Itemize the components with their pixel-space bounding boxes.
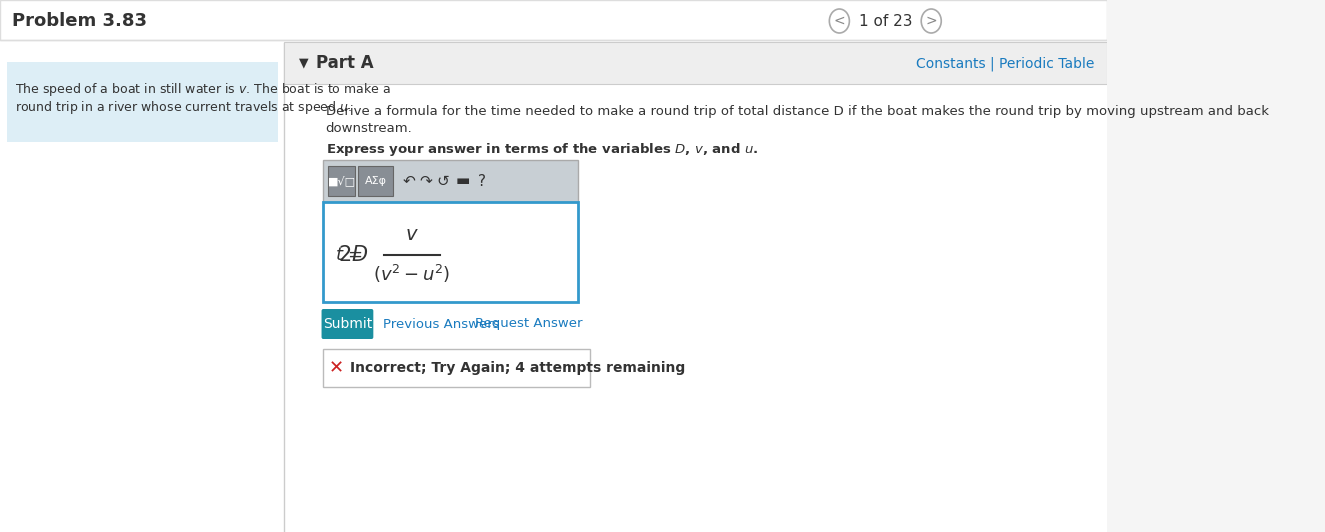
Text: 1 of 23: 1 of 23 <box>859 13 912 29</box>
Bar <box>358 166 394 196</box>
Bar <box>284 42 1106 84</box>
Text: $2D$: $2D$ <box>338 245 368 265</box>
Text: Incorrect; Try Again; 4 attempts remaining: Incorrect; Try Again; 4 attempts remaini… <box>350 361 685 375</box>
Text: ↷: ↷ <box>420 173 432 188</box>
Circle shape <box>921 9 941 33</box>
Bar <box>7 62 278 142</box>
Text: ■√□: ■√□ <box>327 176 355 186</box>
Bar <box>323 160 578 202</box>
Bar <box>323 349 591 387</box>
Text: ▬: ▬ <box>456 173 470 188</box>
Text: >: > <box>925 14 937 28</box>
Text: The speed of a boat in still water is $v$. The boat is to make a: The speed of a boat in still water is $v… <box>15 80 391 97</box>
FancyBboxPatch shape <box>322 309 374 339</box>
Text: round trip in a river whose current travels at speed $u$.: round trip in a river whose current trav… <box>15 98 352 115</box>
Text: ?: ? <box>478 173 486 188</box>
Text: ΑΣφ: ΑΣφ <box>364 176 387 186</box>
Text: Constants | Periodic Table: Constants | Periodic Table <box>916 57 1094 71</box>
Text: Submit: Submit <box>323 317 372 331</box>
Text: $t$ =: $t$ = <box>335 246 363 264</box>
Bar <box>329 166 355 196</box>
Text: <: < <box>833 14 845 28</box>
Text: ▼: ▼ <box>299 56 309 70</box>
Text: Request Answer: Request Answer <box>476 318 583 330</box>
Text: Derive a formula for the time needed to make a round trip of total distance D if: Derive a formula for the time needed to … <box>326 105 1269 119</box>
Text: $v$: $v$ <box>405 225 419 244</box>
Bar <box>0 0 1106 40</box>
Text: ✕: ✕ <box>329 359 345 377</box>
Text: Problem 3.83: Problem 3.83 <box>12 12 147 30</box>
Text: Part A: Part A <box>315 54 374 72</box>
Text: ↶: ↶ <box>403 173 416 188</box>
Circle shape <box>829 9 849 33</box>
Bar <box>323 202 578 302</box>
Text: downstream.: downstream. <box>326 121 412 135</box>
Text: ↺: ↺ <box>436 173 449 188</box>
Text: Previous Answers: Previous Answers <box>383 318 500 330</box>
Text: $(v^2 - u^2)$: $(v^2 - u^2)$ <box>374 263 451 285</box>
Text: Express your answer in terms of the variables $D$, $v$, and $u$.: Express your answer in terms of the vari… <box>326 140 758 157</box>
